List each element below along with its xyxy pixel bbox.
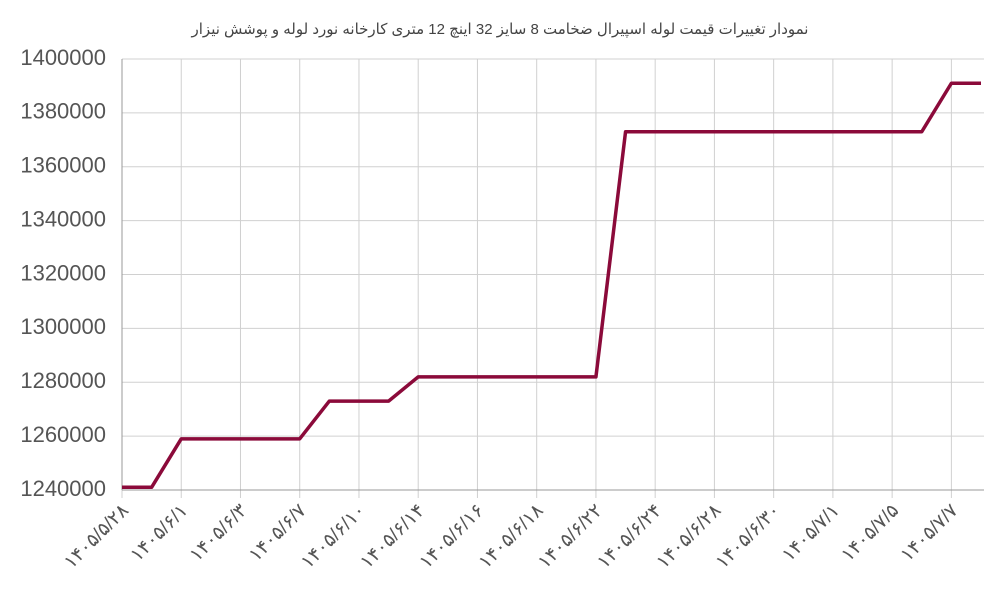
y-tick-label: 1240000 — [20, 476, 106, 501]
y-tick-label: 1400000 — [20, 45, 106, 70]
x-tick-label: ۱۴۰۵/۶/۱ — [127, 500, 193, 566]
y-tick-label: 1360000 — [20, 153, 106, 178]
x-tick-label: ۱۴۰۵/۷/۷ — [897, 500, 963, 566]
line-series — [122, 81, 981, 490]
y-tick-label: 1380000 — [20, 99, 106, 124]
y-tick-label: 1320000 — [20, 260, 106, 285]
x-tick-label: ۱۴۰۵/۷/۵ — [838, 500, 904, 566]
y-tick-label: 1260000 — [20, 422, 106, 447]
x-tick-label: ۱۴۰۵/۷/۱ — [778, 500, 844, 566]
x-tick-label: ۱۴۰۵/۶/۳۰ — [712, 500, 785, 573]
chart-title: نمودار تغییرات قیمت لوله اسپیرال ضخامت 8… — [191, 21, 809, 39]
x-tick-label: ۱۴۰۵/۶/۳ — [186, 500, 252, 566]
y-tick-label: 1280000 — [20, 368, 106, 393]
x-tick-label: ۱۴۰۵/۵/۲۸ — [60, 500, 133, 573]
y-tick-label: 1300000 — [20, 314, 106, 339]
y-tick-label: 1340000 — [20, 206, 106, 231]
